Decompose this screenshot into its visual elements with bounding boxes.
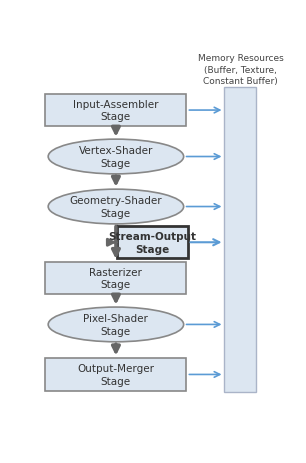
Ellipse shape <box>48 140 184 175</box>
Ellipse shape <box>48 190 184 225</box>
Ellipse shape <box>48 307 184 342</box>
Text: Stream-Output
Stage: Stream-Output Stage <box>108 232 196 254</box>
Text: Rasterizer
Stage: Rasterizer Stage <box>89 267 142 290</box>
FancyBboxPatch shape <box>117 227 188 259</box>
FancyBboxPatch shape <box>45 358 186 391</box>
Text: Output-Merger
Stage: Output-Merger Stage <box>77 363 155 386</box>
FancyBboxPatch shape <box>224 88 256 393</box>
FancyBboxPatch shape <box>45 263 186 294</box>
Text: Vertex-Shader
Stage: Vertex-Shader Stage <box>79 146 153 169</box>
FancyBboxPatch shape <box>45 95 186 127</box>
Text: Input-Assembler
Stage: Input-Assembler Stage <box>73 100 159 122</box>
Text: Geometry-Shader
Stage: Geometry-Shader Stage <box>69 196 162 219</box>
Text: Memory Resources
(Buffer, Texture,
Constant Buffer): Memory Resources (Buffer, Texture, Const… <box>198 54 283 86</box>
Text: Pixel-Shader
Stage: Pixel-Shader Stage <box>84 313 148 336</box>
